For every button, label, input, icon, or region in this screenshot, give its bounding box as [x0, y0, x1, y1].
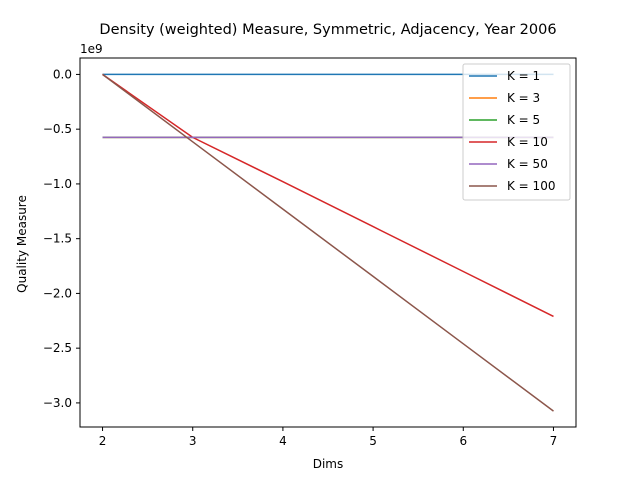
y-tick-label: −1.5 [43, 232, 72, 246]
y-tick-label: −2.5 [43, 341, 72, 355]
legend-label: K = 10 [507, 135, 548, 149]
x-tick-label: 6 [459, 434, 467, 448]
x-axis-label: Dims [313, 457, 344, 471]
x-tick-label: 3 [189, 434, 197, 448]
series-line-k100 [102, 73, 554, 412]
y-tick-label: −2.0 [43, 286, 72, 300]
plot-frame [79, 57, 577, 428]
x-tick-label: 7 [550, 434, 558, 448]
series-line-k10 [102, 73, 554, 318]
x-tick-label: 5 [369, 434, 377, 448]
x-tick-label: 4 [279, 434, 287, 448]
y-axis-ticks: 0.0 −0.5 −1.0 −1.5 −2.0 −2.5 −3.0 [43, 67, 80, 410]
legend: K = 1 K = 3 K = 5 K = 10 K = 50 K = 100 [462, 63, 571, 201]
y-tick-label: −3.0 [43, 396, 72, 410]
x-tick-label: 2 [99, 434, 107, 448]
y-tick-label: −0.5 [43, 122, 72, 136]
legend-label: K = 100 [507, 179, 555, 193]
legend-label: K = 3 [507, 91, 540, 105]
chart-title: Density (weighted) Measure, Symmetric, A… [99, 22, 556, 38]
legend-label: K = 50 [507, 157, 548, 171]
y-tick-label: 0.0 [53, 67, 72, 81]
y-tick-label: −1.0 [43, 177, 72, 191]
y-axis-label: Quality Measure [15, 195, 29, 293]
legend-label: K = 1 [507, 69, 540, 83]
y-axis-offset-label: 1e9 [80, 42, 103, 56]
legend-label: K = 5 [507, 113, 540, 127]
x-axis-ticks: 2 3 4 5 6 7 [99, 427, 558, 448]
